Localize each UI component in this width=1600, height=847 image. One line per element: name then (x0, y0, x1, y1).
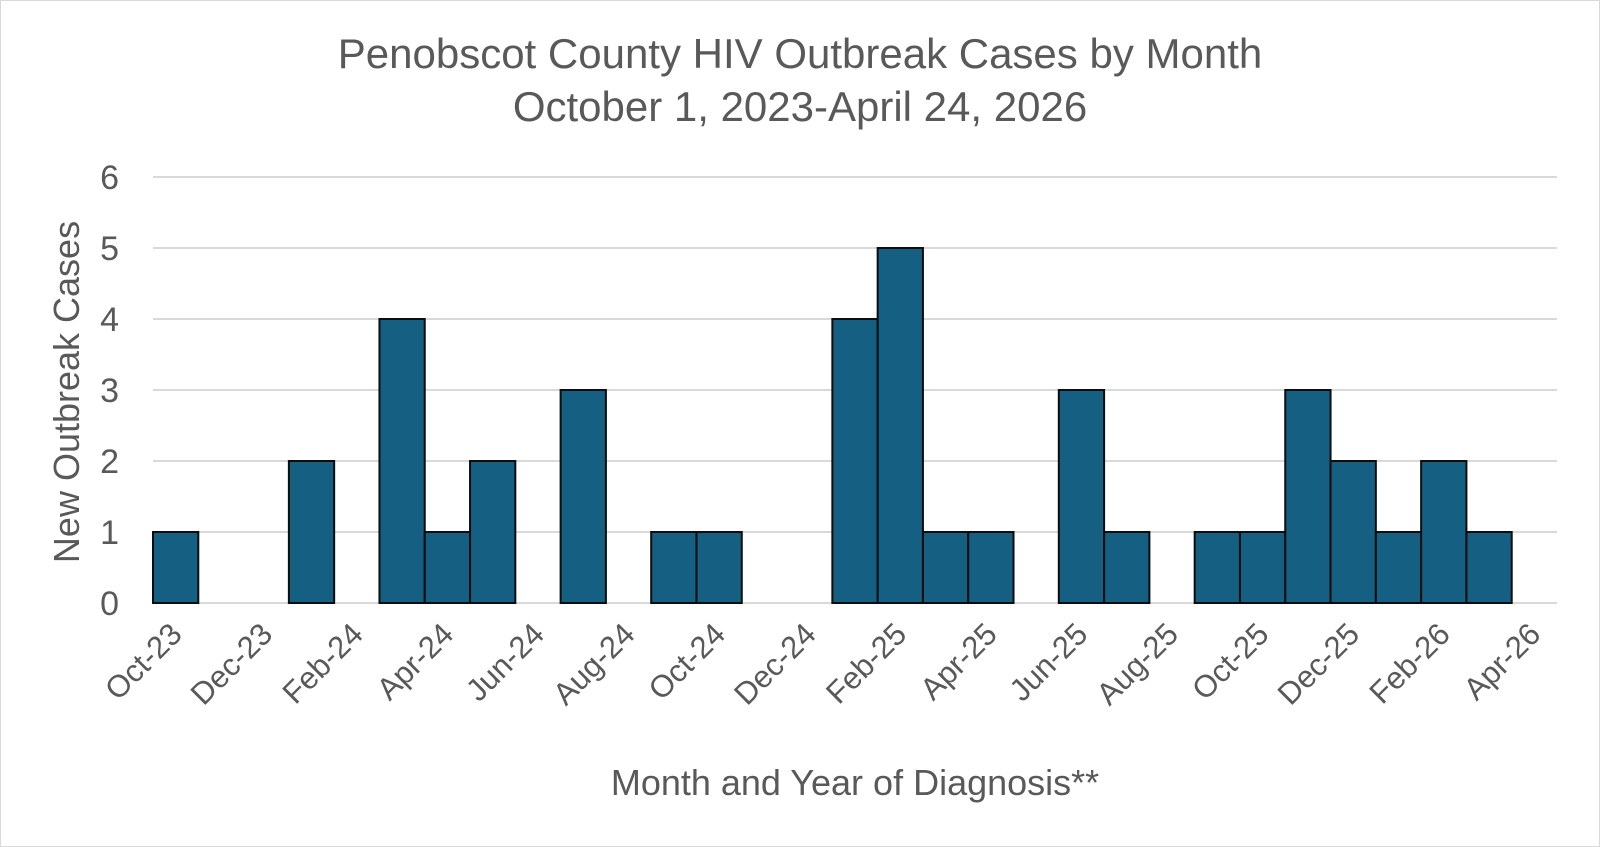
y-tick-label: 1 (100, 514, 119, 552)
y-tick-label: 2 (100, 443, 119, 481)
x-tick-label: Apr-24 (370, 616, 461, 707)
bar-Apr-24 (423, 531, 472, 604)
chart-subtitle: October 1, 2023-April 24, 2026 (513, 83, 1087, 130)
x-tick-label: Dec-25 (1271, 616, 1366, 711)
x-tick-label: Oct-23 (98, 616, 189, 707)
bar-Jul-25 (1103, 531, 1151, 604)
x-tick-label: Jun-25 (1003, 616, 1095, 708)
bar-Apr-25 (967, 531, 1015, 604)
chart-title: Penobscot County HIV Outbreak Cases by M… (338, 30, 1262, 77)
x-tick-label: Feb-26 (1363, 616, 1457, 710)
y-tick-label: 3 (100, 372, 119, 410)
x-tick-label: Dec-23 (184, 616, 279, 711)
x-tick-label: Apr-25 (913, 616, 1004, 707)
y-tick-label: 5 (100, 230, 119, 268)
bar-Jan-26 (1374, 531, 1423, 604)
bar-Jan-24 (287, 460, 336, 604)
bar-Oct-24 (695, 531, 743, 604)
bar-Oct-23 (152, 531, 200, 604)
bar-Jun-25 (1057, 389, 1106, 604)
y-tick-label: 6 (100, 159, 119, 197)
y-tick-label: 0 (100, 585, 119, 623)
bar-Mar-25 (921, 531, 970, 604)
bar-May-24 (469, 460, 517, 604)
y-axis-label: New Outbreak Cases (46, 221, 87, 563)
bar-Jul-24 (559, 389, 607, 604)
x-tick-label: Feb-24 (276, 616, 370, 710)
bar-Mar-26 (1465, 531, 1513, 604)
x-tick-label: Apr-26 (1457, 616, 1548, 707)
y-tick-label: 4 (100, 301, 119, 339)
x-axis-label: Month and Year of Diagnosis** (611, 762, 1099, 803)
x-tick-label: Oct-24 (642, 616, 733, 707)
bar-Feb-25 (876, 247, 924, 604)
bars (152, 247, 1513, 604)
y-axis-ticks: 0 1 2 3 4 5 6 (100, 159, 119, 623)
bar-Sep-25 (1193, 531, 1241, 604)
bar-Sep-24 (650, 531, 698, 604)
x-tick-label: Oct-25 (1185, 616, 1276, 707)
x-tick-label: Aug-24 (546, 616, 641, 711)
bar-Mar-24 (378, 318, 426, 604)
bar-Oct-25 (1238, 531, 1287, 604)
x-tick-label: Dec-24 (727, 616, 822, 711)
x-tick-label: Aug-25 (1090, 616, 1185, 711)
x-tick-label: Jun-24 (459, 616, 551, 708)
x-tick-label: Feb-25 (819, 616, 913, 710)
bar-Dec-25 (1329, 460, 1377, 604)
bar-Nov-25 (1284, 389, 1332, 604)
bar-Feb-26 (1420, 460, 1468, 604)
bar-Jan-25 (831, 318, 879, 604)
